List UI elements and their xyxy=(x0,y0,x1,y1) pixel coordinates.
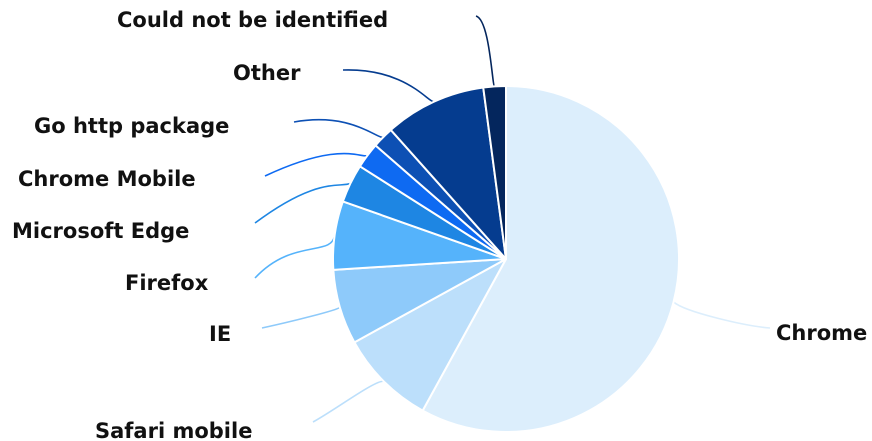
connector-go-http-package xyxy=(293,118,384,139)
slice-label-could-not-be-identified: Could not be identified xyxy=(117,8,388,32)
pie-slices xyxy=(332,84,681,433)
pie-slice-safari-mobile xyxy=(353,258,507,412)
pie-slice-chrome xyxy=(421,85,681,433)
slice-label-firefox: Firefox xyxy=(125,271,209,295)
slice-label-other: Other xyxy=(233,61,301,85)
slice-label-chrome: Chrome xyxy=(776,321,867,345)
slice-label-ie: IE xyxy=(209,322,231,346)
connector-microsoft-edge xyxy=(254,182,351,224)
connector-chrome xyxy=(673,301,771,329)
pie-slice-could-not-be-identified xyxy=(482,84,507,260)
slice-label-go-http-package: Go http package xyxy=(34,114,229,138)
connector-firefox xyxy=(254,235,336,279)
slice-label-microsoft-edge: Microsoft Edge xyxy=(12,219,189,243)
connector-ie xyxy=(261,306,341,329)
slice-labels: Chrome Safari mobile IE Firefox Microsoft Ed… xyxy=(12,8,867,441)
connector-could-not-be-identified xyxy=(475,15,496,88)
connector-other xyxy=(342,69,435,103)
slice-label-chrome-mobile: Chrome Mobile xyxy=(18,167,196,191)
slice-label-safari-mobile: Safari mobile xyxy=(95,419,252,441)
connector-chrome-mobile xyxy=(264,152,368,177)
connector-lines xyxy=(254,15,771,423)
pie-slice-other xyxy=(389,86,507,260)
connector-safari-mobile xyxy=(312,380,384,423)
